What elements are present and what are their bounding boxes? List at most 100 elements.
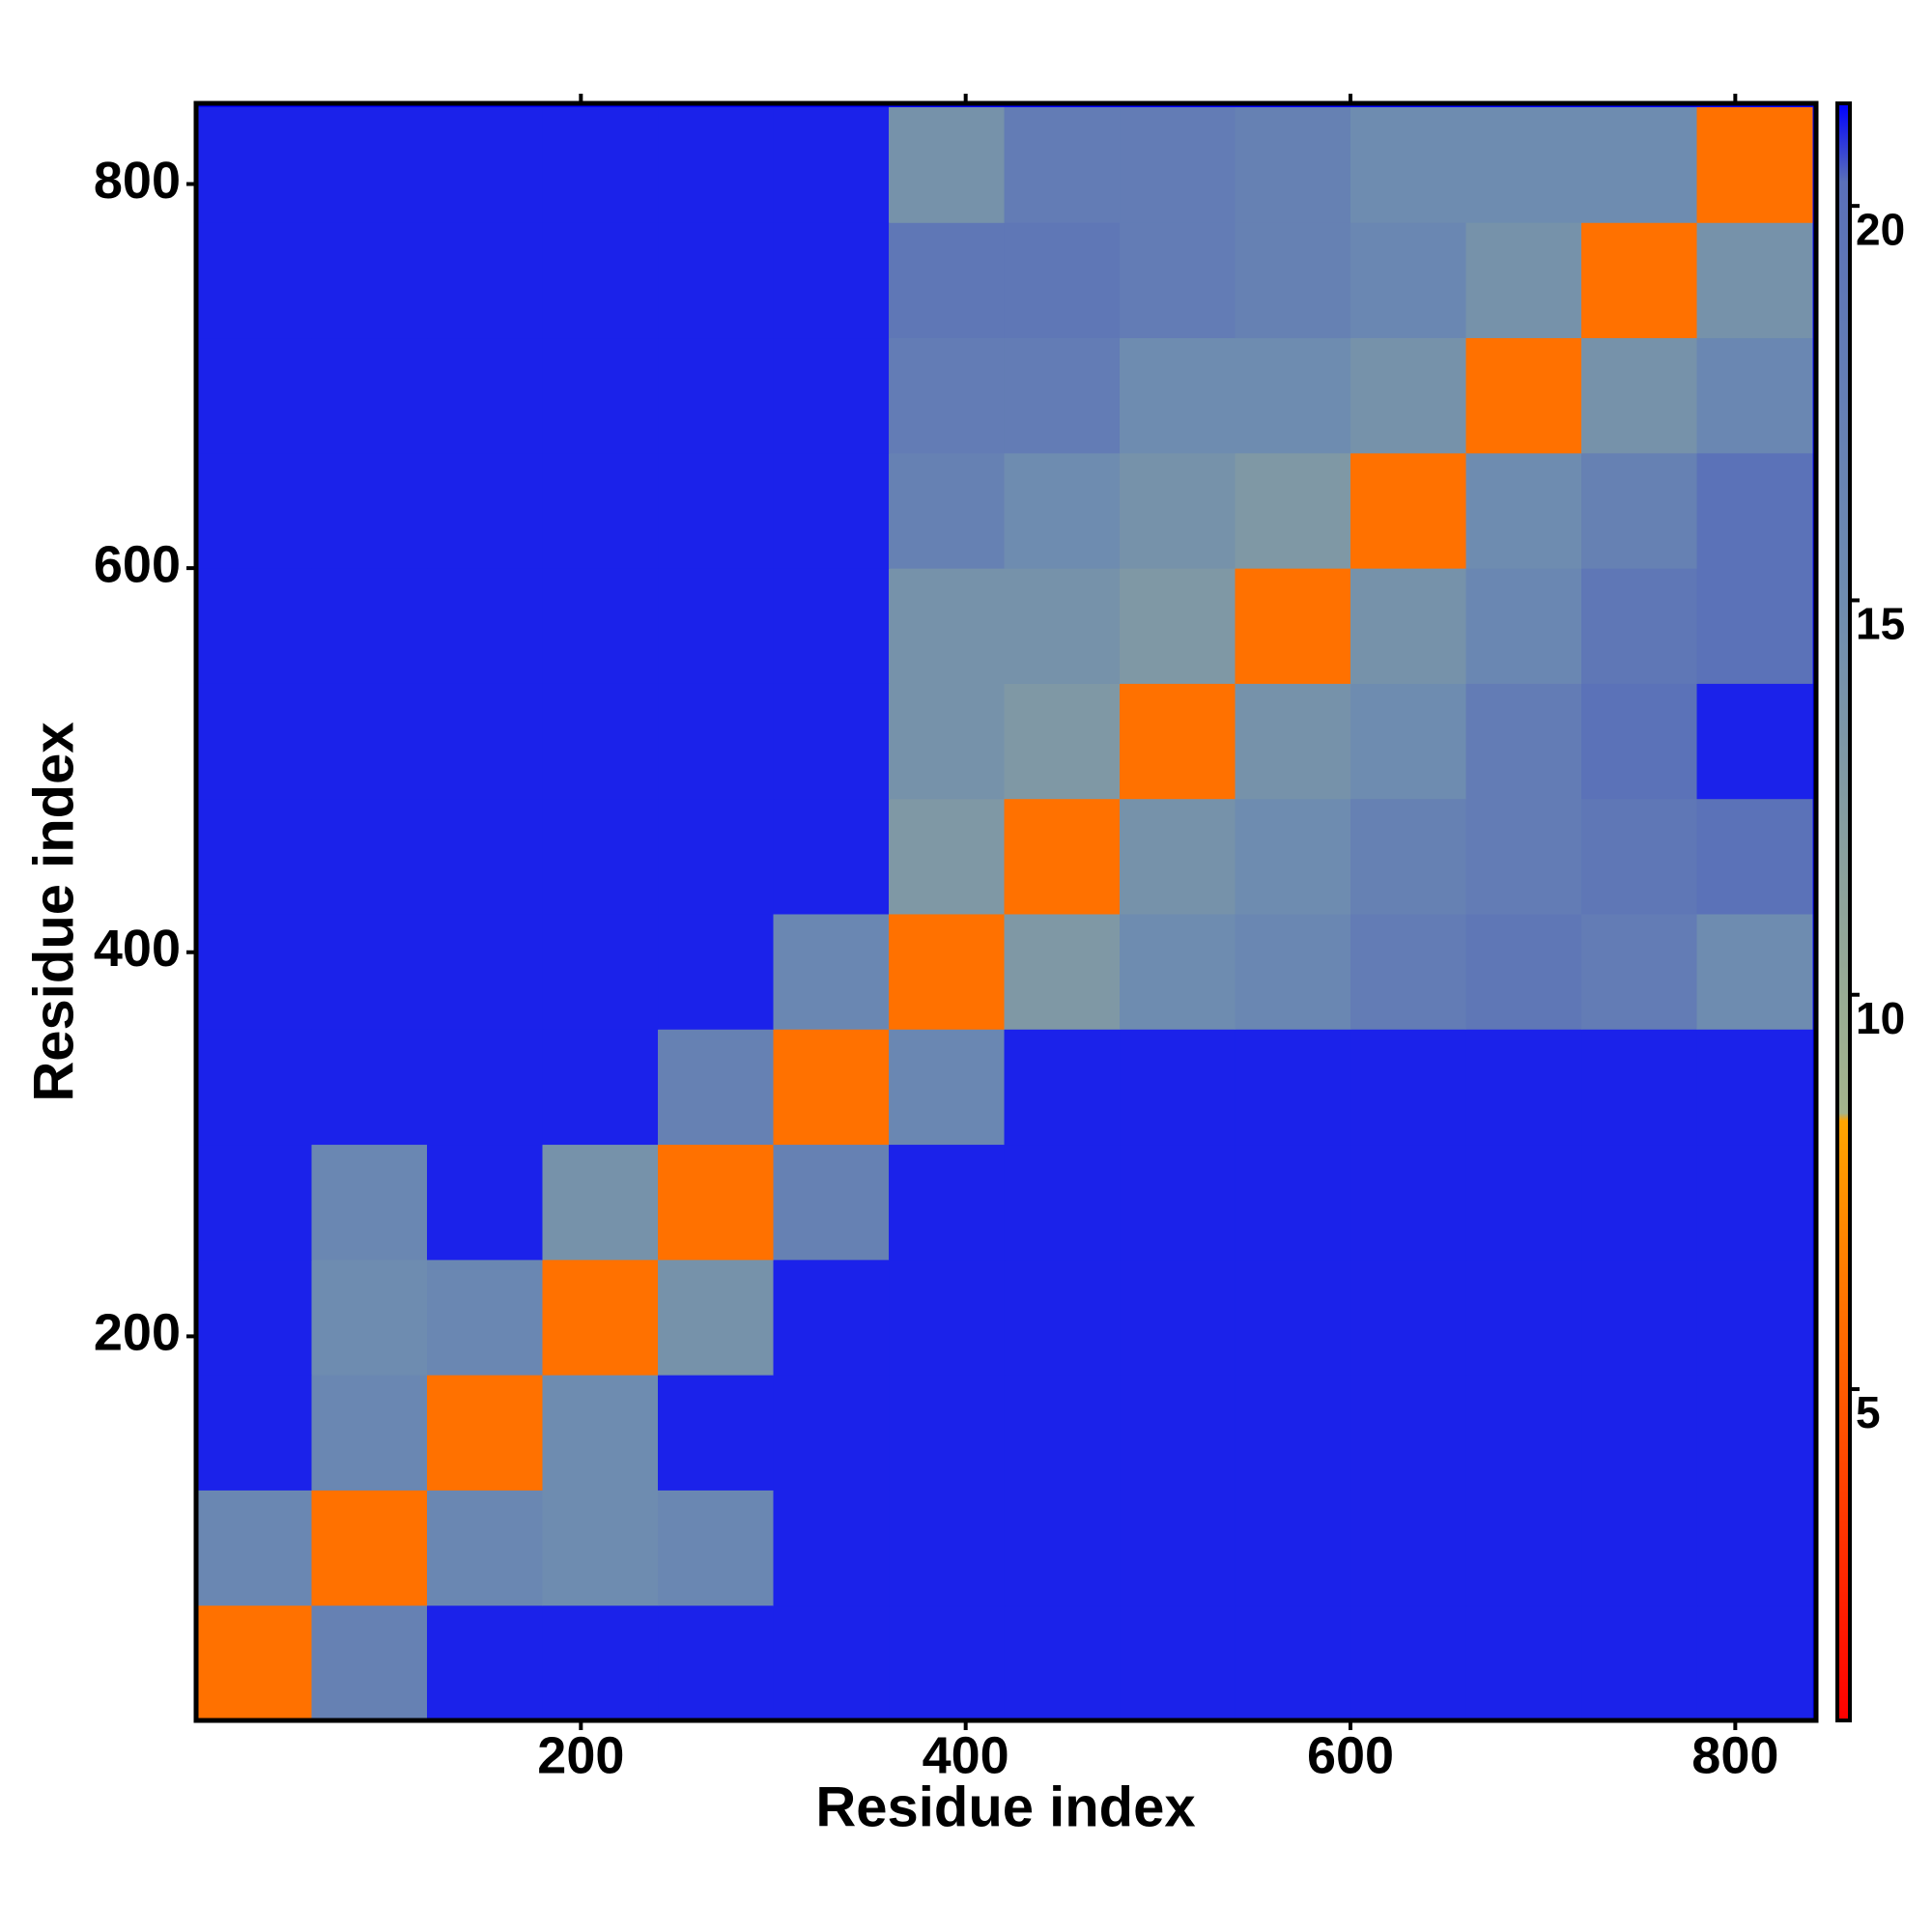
heat-cell <box>773 1375 890 1491</box>
heat-cell <box>1350 1029 1467 1146</box>
heat-cell <box>196 683 313 800</box>
heat-cell <box>1120 452 1236 569</box>
heat-cell <box>773 1259 890 1376</box>
heat-cell <box>542 1144 659 1261</box>
heat-cell <box>773 452 890 569</box>
heat-cell <box>1465 1490 1582 1606</box>
heat-cell <box>1235 683 1351 800</box>
heat-cell <box>1120 683 1236 800</box>
heat-cell <box>889 568 1006 684</box>
heat-cell <box>542 913 659 1030</box>
heat-cell <box>427 1144 544 1261</box>
heat-cell <box>1004 1144 1121 1261</box>
heat-cell <box>311 1605 428 1721</box>
heat-cell <box>1235 1605 1351 1721</box>
heat-cell <box>542 337 659 454</box>
heat-cell <box>1235 1490 1351 1606</box>
heat-cell <box>1696 1490 1813 1606</box>
heat-cell <box>1465 106 1582 223</box>
heat-cell <box>1120 222 1236 339</box>
colorbar <box>1835 101 1852 1722</box>
heat-cell <box>1004 1490 1121 1606</box>
heat-cell <box>1581 1605 1698 1721</box>
heat-cell <box>196 913 313 1030</box>
heat-cell <box>1235 106 1351 223</box>
heat-cell <box>1581 913 1698 1030</box>
heat-cell <box>1696 1259 1813 1376</box>
heat-cell <box>1350 106 1467 223</box>
heat-cell <box>773 798 890 915</box>
heat-cell <box>427 106 544 223</box>
heat-cell <box>1696 1605 1813 1721</box>
heat-cell <box>1120 1029 1236 1146</box>
heat-cell <box>1235 1029 1351 1146</box>
heat-cell <box>658 1605 775 1721</box>
heat-cell <box>542 106 659 223</box>
heat-cell <box>889 1490 1006 1606</box>
heat-cell <box>1581 683 1698 800</box>
heat-cell <box>1120 1605 1236 1721</box>
heat-cell <box>658 106 775 223</box>
heat-cell <box>427 1029 544 1146</box>
heat-cell <box>889 222 1006 339</box>
heat-cell <box>1581 1259 1698 1376</box>
heat-cell <box>1696 913 1813 1030</box>
heat-cell <box>1120 913 1236 1030</box>
heat-cell <box>1696 1144 1813 1261</box>
heat-cell <box>889 798 1006 915</box>
heat-cell <box>196 798 313 915</box>
heat-cell <box>1465 452 1582 569</box>
heat-cell <box>1465 913 1582 1030</box>
heat-cell <box>311 1144 428 1261</box>
heat-cell <box>1235 337 1351 454</box>
heat-cell <box>1120 1490 1236 1606</box>
heat-cell <box>1235 913 1351 1030</box>
heat-cell <box>196 1259 313 1376</box>
heat-cell <box>773 106 890 223</box>
heat-cell <box>658 683 775 800</box>
heat-cell <box>1696 106 1813 223</box>
heat-cell <box>427 798 544 915</box>
heat-cell <box>427 452 544 569</box>
heat-cell <box>1350 568 1467 684</box>
heat-cell <box>889 1259 1006 1376</box>
heat-cell <box>427 337 544 454</box>
y-tick-label: 400 <box>94 920 181 978</box>
heat-cell <box>1004 222 1121 339</box>
heat-cell <box>889 1605 1006 1721</box>
heat-cell <box>1696 222 1813 339</box>
heat-cell <box>1581 337 1698 454</box>
heat-cell <box>1696 568 1813 684</box>
heat-cell <box>196 106 313 223</box>
heat-cell <box>889 1029 1006 1146</box>
heat-cell <box>889 913 1006 1030</box>
heat-cell <box>1581 452 1698 569</box>
heat-cell <box>773 1029 890 1146</box>
heat-cell <box>889 1144 1006 1261</box>
heat-cell <box>311 452 428 569</box>
heat-cell <box>542 1490 659 1606</box>
heat-cell <box>1350 913 1467 1030</box>
heat-cell <box>427 568 544 684</box>
colorbar-tick-label: 10 <box>1856 993 1905 1043</box>
heat-cell <box>889 337 1006 454</box>
heat-cell <box>1465 1259 1582 1376</box>
heat-cell <box>311 222 428 339</box>
heat-cell <box>658 798 775 915</box>
heat-cell <box>196 1029 313 1146</box>
heat-cell <box>542 1375 659 1491</box>
heat-cell <box>658 1259 775 1376</box>
heat-cell <box>1350 1259 1467 1376</box>
heat-cell <box>542 1605 659 1721</box>
heat-cell <box>1120 798 1236 915</box>
heat-cell <box>1696 798 1813 915</box>
plot-frame <box>193 100 1819 1723</box>
heat-cell <box>1004 1605 1121 1721</box>
heat-cell <box>773 913 890 1030</box>
heat-cell <box>1235 1375 1351 1491</box>
x-tick-label: 600 <box>1307 1726 1394 1784</box>
heat-cell <box>1004 1259 1121 1376</box>
heat-cell <box>658 568 775 684</box>
x-tick-label: 400 <box>923 1726 1009 1784</box>
heat-cell <box>1465 1605 1582 1721</box>
